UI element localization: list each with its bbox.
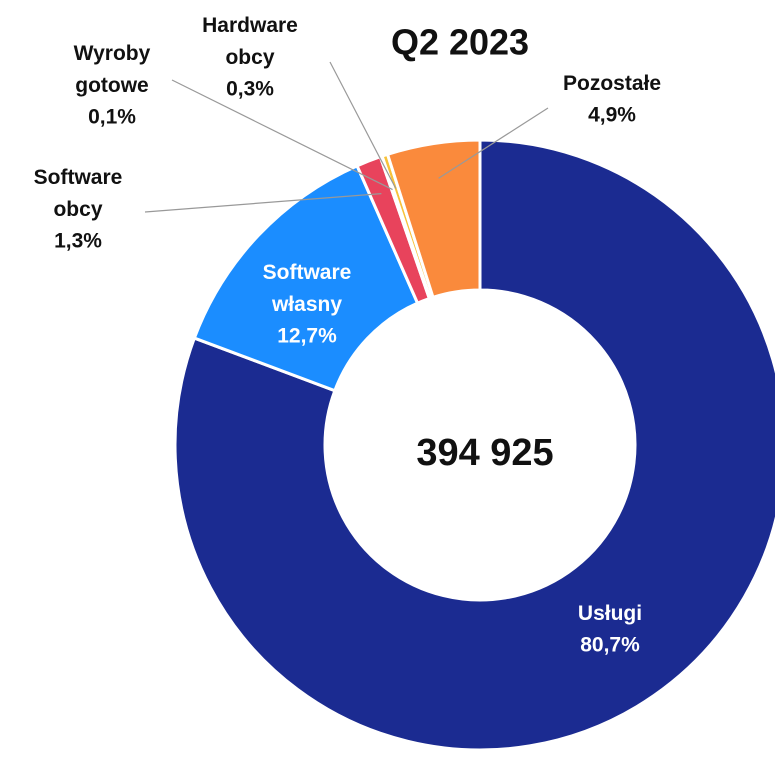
leader-line: [329, 61, 397, 189]
slice-label: Usługi: [578, 602, 642, 625]
slice-label: Software obcy: [34, 166, 123, 221]
slice: [173, 138, 775, 752]
slice-label: Wyroby gotowe: [74, 42, 151, 97]
center-label: 394 925: [416, 432, 553, 474]
slice-label: Software własny: [263, 261, 352, 316]
leader-line: [144, 193, 382, 213]
leader-line: [171, 79, 393, 191]
value-label: 80,7%: [580, 634, 640, 657]
value-label: 0,1%: [88, 106, 136, 129]
leader-line: [438, 107, 549, 179]
slice-label: Hardware obcy: [202, 14, 298, 69]
slice-label: Pozostałe: [563, 72, 661, 95]
value-label: 4,9%: [588, 104, 636, 127]
slice: [385, 138, 482, 300]
value-label: 1,3%: [54, 230, 102, 253]
slices: [173, 138, 775, 752]
value-label: 0,3%: [226, 78, 274, 101]
value-label: 12,7%: [277, 325, 337, 348]
chart-title: Q2 2023: [391, 22, 529, 63]
